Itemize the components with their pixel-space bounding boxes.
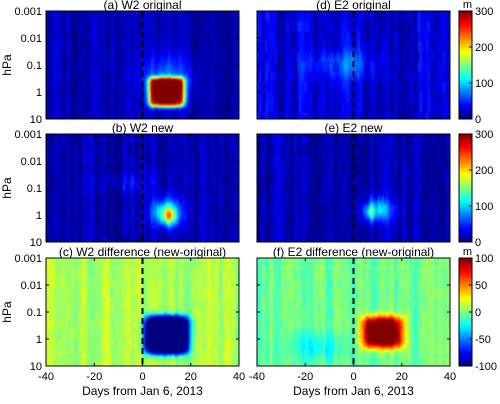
panel-title: (f) E2 difference (new-original) (273, 245, 434, 259)
panel-b: (b) W2 new 0.001 0.01 0.1 1 10 hPa (0, 121, 240, 249)
x-tick-label: 0 (139, 371, 145, 383)
colorbar-unit: m (463, 0, 472, 11)
colorbar-tick-label: 100 (475, 201, 493, 213)
y-tick-label: 1 (36, 210, 42, 222)
x-tick-label: -20 (86, 371, 102, 383)
y-tick-label: 0.001 (14, 129, 42, 141)
y-tick-label: 0.01 (21, 280, 42, 292)
y-axis-label: hPa (0, 301, 14, 323)
colorbar-tick-label: 200 (475, 42, 493, 54)
panel-a: (a) W2 original 0.001 0.01 0.1 1 10 hPa (0, 0, 240, 126)
colorbar-gradient (459, 134, 472, 242)
colorbar-tick-label: 0 (475, 307, 481, 319)
colorbar-frame (458, 133, 473, 243)
y-tick-label: 0.1 (27, 60, 42, 72)
colorbar-middle: 0 100 200 300 (458, 129, 493, 249)
panel-title: (c) W2 difference (new-original) (59, 245, 226, 259)
panel-f: (f) E2 difference (new-original) -40 -20 0 2… (249, 245, 456, 383)
y-tick-label: 0.01 (21, 33, 42, 45)
colorbar-tick-label: 0 (475, 114, 481, 126)
y-tick-label: 10 (30, 361, 42, 373)
panel-title: (b) W2 new (112, 121, 174, 135)
x-tick-label: -20 (297, 371, 313, 383)
colorbar-tick-label: 100 (475, 253, 493, 265)
x-tick-label: 20 (185, 371, 197, 383)
y-tick-label: 0.001 (14, 253, 42, 265)
colorbar-tick-label: -100 (475, 361, 497, 373)
y-tick-label: 10 (30, 114, 42, 126)
y-tick-label: 0.1 (27, 183, 42, 195)
colorbar-tick-label: 300 (475, 129, 493, 141)
x-tick-label: -40 (249, 371, 265, 383)
colorbar-tick-label: -50 (475, 334, 491, 346)
colorbar-tick-label: 200 (475, 165, 493, 177)
x-tick-label: 20 (396, 371, 408, 383)
panel-title: (e) E2 new (324, 121, 382, 135)
x-tick-label: -40 (38, 371, 54, 383)
y-tick-label: 0.1 (27, 307, 42, 319)
y-axis-label: hPa (0, 177, 14, 199)
panel-d: (d) E2 original (256, 0, 451, 120)
colorbar-tick-label: 300 (475, 6, 493, 18)
x-tick-label: 40 (233, 371, 245, 383)
colorbar-frame (458, 10, 473, 120)
x-axis-label: Days from Jan 6, 2013 (82, 384, 203, 398)
x-tick-label: 0 (350, 371, 356, 383)
y-tick-label: 0.01 (21, 156, 42, 168)
panel-title: (d) E2 original (316, 0, 391, 12)
panel-e: (e) E2 new (256, 121, 451, 243)
colorbar-gradient (459, 11, 472, 119)
colorbar-tick-label: 100 (475, 78, 493, 90)
panel-c: (c) W2 difference (new-original) 0.001 0.0… (0, 245, 245, 383)
y-tick-label: 0.001 (14, 6, 42, 18)
x-axis-label: Days from Jan 6, 2013 (293, 384, 414, 398)
colorbar-tick-label: 0 (475, 237, 481, 249)
colorbar-gradient (459, 258, 472, 366)
panel-title: (a) W2 original (103, 0, 181, 12)
colorbar-tick-label: 50 (475, 280, 487, 292)
y-axis-label: hPa (0, 54, 14, 76)
y-tick-label: 10 (30, 237, 42, 249)
y-tick-label: 1 (36, 87, 42, 99)
colorbar-unit: m (463, 246, 472, 258)
y-tick-label: 1 (36, 334, 42, 346)
x-tick-label: 40 (444, 371, 456, 383)
